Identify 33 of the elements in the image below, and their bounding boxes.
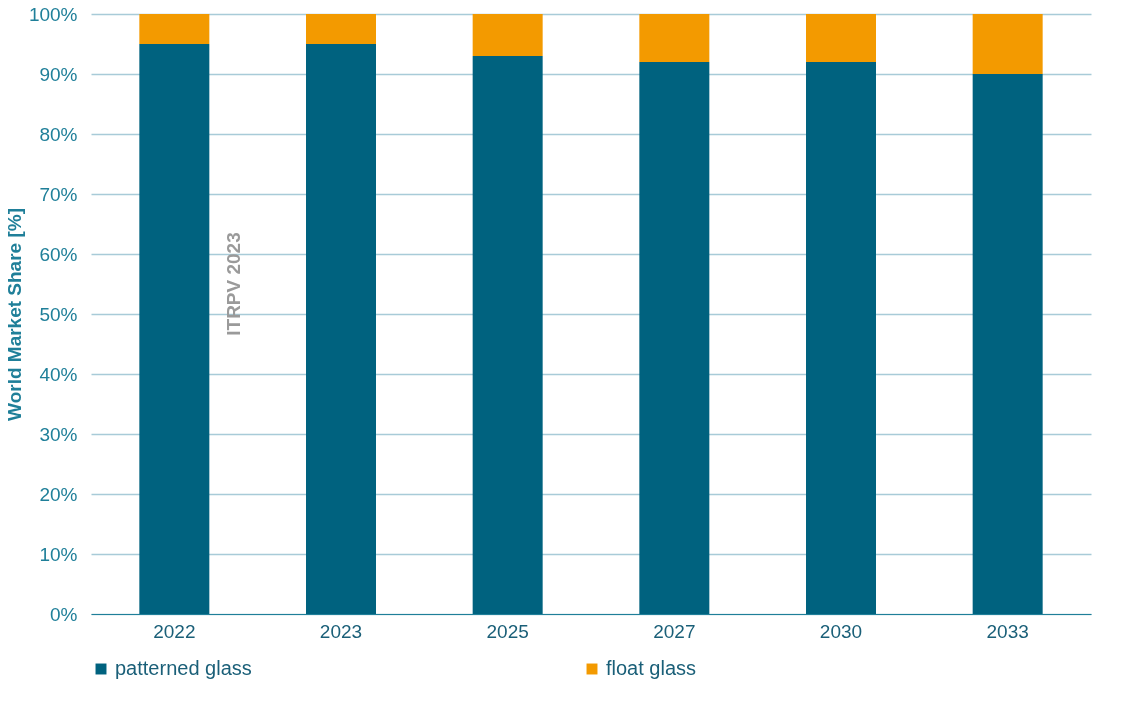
bar — [972, 74, 1043, 614]
bar — [972, 14, 1043, 74]
x-tick-label: 2030 — [819, 620, 863, 642]
y-tick-label: 90% — [39, 63, 78, 85]
x-tick-label: 2027 — [653, 620, 696, 642]
bar — [306, 44, 376, 614]
y-tick-label: 50% — [39, 303, 78, 325]
bar — [639, 14, 710, 62]
x-tick-label: 2025 — [486, 620, 529, 642]
legend-label: float glass — [606, 657, 697, 679]
bar — [306, 14, 376, 44]
x-tick-label: 2033 — [986, 620, 1029, 642]
x-tick-label: 2022 — [153, 620, 196, 642]
bar — [806, 62, 876, 614]
x-tick-label: 2023 — [319, 620, 363, 642]
bar — [639, 62, 710, 614]
y-axis-title: World Market Share [%] — [3, 208, 25, 421]
bar — [139, 44, 210, 614]
y-tick-label: 80% — [39, 123, 78, 145]
annotation: ITRPV 2023 — [223, 232, 244, 336]
y-tick-label: 70% — [39, 183, 78, 205]
y-tick-label: 0% — [50, 603, 78, 625]
y-tick-label: 30% — [39, 423, 78, 445]
y-tick-label: 40% — [39, 363, 78, 385]
y-tick-label: 10% — [39, 543, 78, 565]
legend-label: patterned glass — [115, 657, 252, 679]
bar — [472, 56, 543, 614]
y-tick-label: 60% — [39, 243, 78, 265]
bar — [472, 14, 543, 56]
bar — [806, 14, 876, 62]
bar — [139, 14, 210, 44]
y-tick-label: 100% — [28, 3, 78, 25]
y-tick-label: 20% — [39, 483, 78, 505]
